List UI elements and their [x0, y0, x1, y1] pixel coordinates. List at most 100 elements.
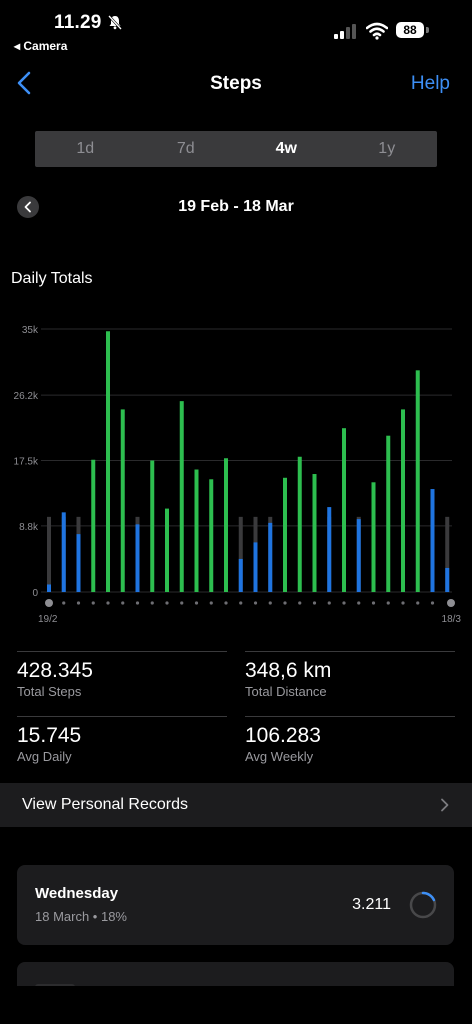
x-axis-dot [447, 599, 455, 607]
date-range: 19 Feb - 18 Mar [178, 198, 294, 215]
view-personal-records-button[interactable]: View Personal Records [0, 783, 472, 827]
help-button[interactable]: Help [410, 73, 450, 94]
bar-steps [61, 512, 66, 592]
avg-weekly-value: 106.283 [245, 724, 321, 747]
battery-level: 88 [396, 22, 424, 38]
bar-goal-met [91, 459, 96, 592]
y-tick-label: 17.5k [14, 457, 39, 468]
x-axis-dot [416, 601, 420, 605]
day-steps: 3.211 [352, 896, 391, 913]
x-axis-dot [327, 601, 331, 605]
y-tick-label: 0 [32, 588, 38, 599]
segment-4w[interactable]: 4w [275, 140, 297, 157]
x-axis-dot [386, 601, 390, 605]
avg-daily-label: Avg Daily [17, 749, 72, 764]
x-axis-dot [150, 601, 154, 605]
bar-goal-met [165, 508, 169, 592]
bar-goal-met [312, 474, 317, 592]
back-chevron-icon[interactable] [14, 70, 36, 96]
avg-weekly-label: Avg Weekly [245, 749, 314, 764]
x-axis-dot [180, 601, 184, 605]
status-time: 11.29 [54, 12, 102, 33]
battery-indicator: 88 [396, 22, 432, 40]
x-axis-dot [268, 601, 272, 605]
bar-steps [135, 524, 140, 592]
y-tick-label: 35k [22, 325, 39, 336]
bar-steps [47, 584, 51, 592]
bar-goal-remaining [445, 516, 450, 592]
stats-divider [17, 651, 227, 652]
total-distance-value: 348,6 km [245, 659, 332, 682]
day-subtitle: 18 March • 18% [35, 909, 127, 924]
bar-goal-met [283, 477, 287, 592]
x-axis-dot [312, 601, 317, 605]
x-axis-dot [45, 599, 53, 607]
x-axis-dot [357, 601, 361, 605]
bar-goal-met [401, 409, 405, 592]
bar-steps [430, 489, 435, 592]
daily-steps-chart: 35k 26.2k 17.5k 8.8k 0 19/2 18/3 [14, 325, 462, 625]
x-axis-dot [283, 601, 287, 605]
battery-tip [426, 27, 429, 33]
bell-muted-icon [108, 15, 122, 30]
x-axis-dot [224, 601, 228, 605]
bar-goal-met [415, 370, 420, 592]
bar-goal-met [342, 428, 346, 592]
avg-daily-value: 15.745 [17, 724, 82, 747]
x-axis-dot [135, 601, 140, 605]
x-start-label: 19/2 [38, 614, 58, 625]
x-axis-dot [121, 601, 125, 605]
wifi-icon [366, 22, 388, 40]
bar-steps [76, 534, 81, 592]
previous-period-button[interactable] [17, 196, 39, 218]
x-axis-dot [194, 601, 199, 605]
bar-goal-remaining [47, 516, 51, 592]
x-axis-dot [106, 601, 110, 605]
day-name: Wednesday [35, 885, 119, 902]
segment-1y[interactable]: 1y [378, 140, 396, 157]
bar-goal-met [194, 469, 199, 592]
bar-steps [445, 567, 450, 592]
segment-1d[interactable]: 1d [76, 140, 95, 157]
total-steps-value: 428.345 [17, 659, 93, 682]
bottom-fade [0, 986, 472, 1024]
bar-goal-met [120, 409, 125, 592]
x-axis-dot [401, 601, 405, 605]
x-axis-dot [209, 601, 213, 605]
page-title: Steps [210, 73, 262, 94]
stats-divider [17, 716, 227, 717]
section-title-daily-totals: Daily Totals [11, 270, 93, 287]
stats-divider [245, 651, 455, 652]
bar-steps [268, 522, 273, 592]
x-axis-dot [239, 601, 243, 605]
bar-goal-met [179, 401, 184, 592]
bar-steps [253, 542, 258, 592]
total-steps-label: Total Steps [17, 684, 82, 699]
x-end-label: 18/3 [442, 614, 462, 625]
bar-goal-met [297, 456, 302, 592]
bar-goal-met [224, 458, 228, 592]
records-label: View Personal Records [22, 796, 189, 813]
cellular-signal-icon [334, 24, 356, 39]
period-segmented-control: 1d 7d 4w 1y [35, 131, 437, 167]
bar-goal-remaining [238, 516, 243, 592]
y-tick-label: 8.8k [19, 522, 39, 533]
day-card[interactable]: Wednesday 18 March • 18% 3.211 [17, 865, 454, 945]
bar-steps [356, 519, 361, 592]
segment-7d[interactable]: 7d [176, 140, 195, 157]
total-distance-label: Total Distance [245, 684, 327, 699]
bar-goal-met [150, 460, 155, 592]
bar-goal-met [371, 482, 376, 592]
x-axis-dot [430, 601, 435, 605]
bar-goal-met [106, 331, 110, 592]
bar-steps [238, 558, 243, 592]
bar-goal-met [209, 479, 214, 592]
back-to-app-link[interactable]: ◂ Camera [14, 39, 68, 53]
chevron-right-icon [441, 798, 449, 812]
bar-steps [327, 507, 332, 592]
y-tick-label: 26.2k [14, 391, 39, 402]
x-axis-dot [371, 601, 376, 605]
x-axis-dot [91, 601, 95, 605]
x-axis-dot [165, 601, 169, 605]
chevron-left-icon [24, 201, 31, 213]
